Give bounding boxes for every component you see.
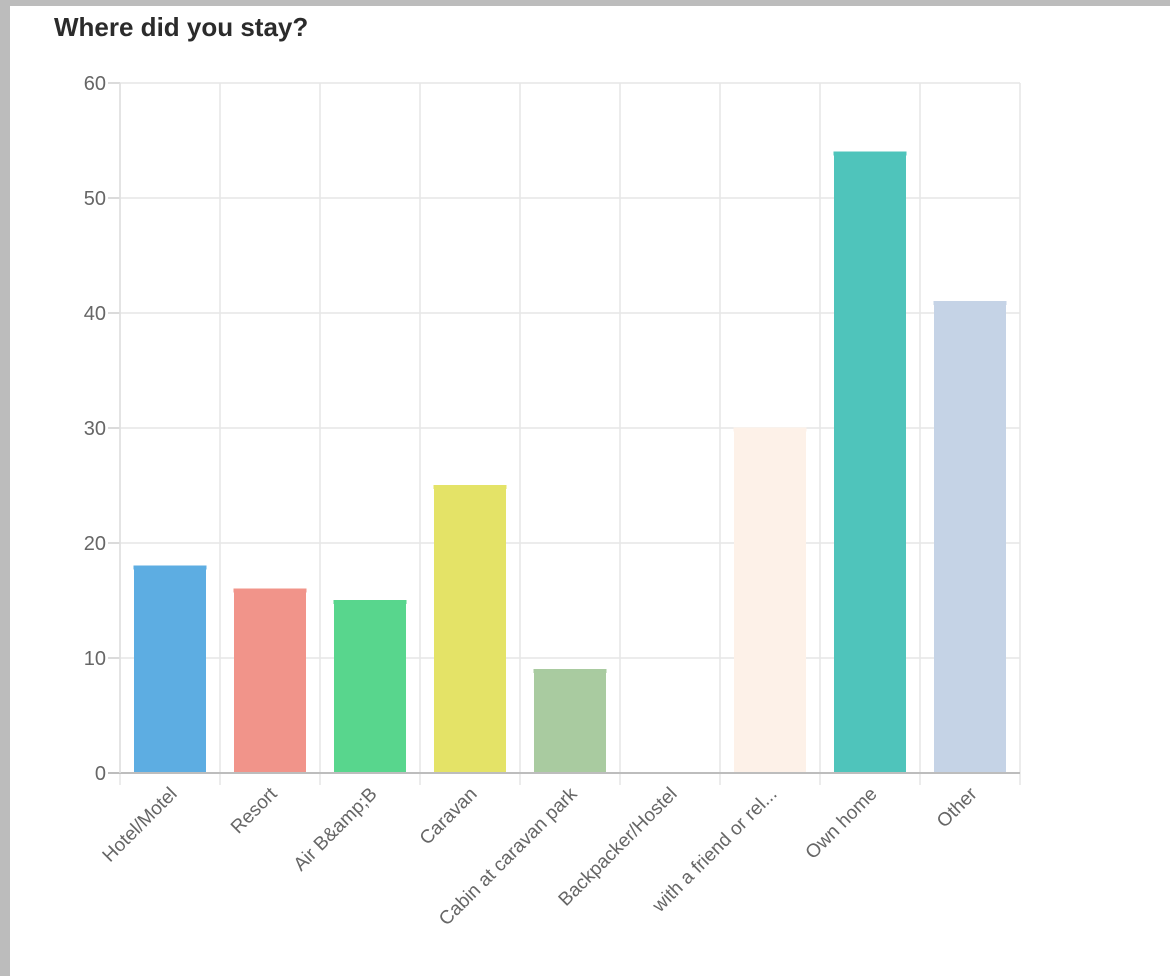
bar-top-edge bbox=[133, 565, 207, 570]
bar bbox=[434, 485, 506, 773]
x-tick-label: Own home bbox=[802, 784, 882, 864]
bar-top-edge bbox=[533, 669, 607, 673]
y-tick-label: 30 bbox=[84, 418, 106, 440]
bar-top-edge bbox=[333, 600, 407, 604]
axes bbox=[108, 82, 1020, 774]
bar bbox=[834, 152, 906, 773]
x-tick-label: Caravan bbox=[416, 784, 482, 850]
bar bbox=[234, 589, 306, 773]
y-tick-label: 10 bbox=[84, 648, 106, 670]
x-tick-label: Other bbox=[933, 783, 982, 832]
bar-top-edge bbox=[833, 151, 907, 156]
y-tick-label: 40 bbox=[84, 303, 106, 325]
x-tick-label: Hotel/Motel bbox=[99, 784, 182, 867]
grid bbox=[119, 82, 1021, 785]
bar bbox=[734, 428, 806, 773]
chart-panel: Where did you stay? 0 10 20 30 40 50 60 Hotel/M… bbox=[10, 6, 1170, 976]
x-tick-label: Resort bbox=[227, 783, 282, 838]
bar-top-edge bbox=[433, 485, 507, 489]
y-tick-label: 50 bbox=[84, 188, 106, 210]
bar-top-edge bbox=[733, 427, 807, 432]
bar bbox=[134, 566, 206, 773]
bar bbox=[934, 301, 1006, 773]
y-tick-label: 20 bbox=[84, 533, 106, 555]
bar bbox=[534, 669, 606, 773]
chart-title: Where did you stay? bbox=[54, 12, 309, 42]
bars bbox=[133, 151, 1007, 773]
bar-top-edge bbox=[233, 588, 307, 593]
y-tick-label: 0 bbox=[95, 763, 106, 785]
bar bbox=[334, 600, 406, 773]
bar-top-edge bbox=[933, 301, 1007, 305]
x-tick-label: Air B&amp;B bbox=[290, 784, 382, 876]
bar-chart: 0 10 20 30 40 50 60 Hotel/Motel Resort Air B&amp;… bbox=[84, 73, 1021, 930]
y-tick-label: 60 bbox=[84, 73, 106, 95]
